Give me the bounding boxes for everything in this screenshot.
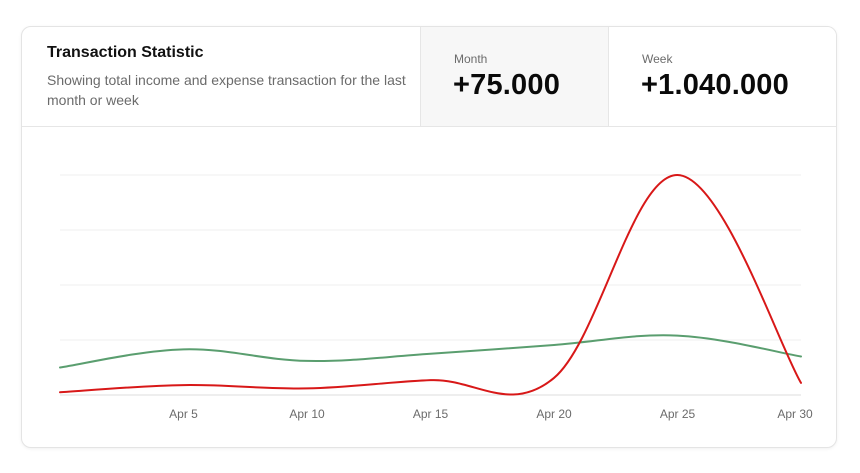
title-block: Transaction Statistic Showing total inco… xyxy=(47,44,407,110)
card-header: Transaction Statistic Showing total inco… xyxy=(22,27,836,127)
x-tick-label: Apr 5 xyxy=(169,407,198,421)
stat-week[interactable]: Week +1.040.000 xyxy=(608,27,836,126)
stat-week-value: +1.040.000 xyxy=(641,69,789,101)
card-title: Transaction Statistic xyxy=(47,44,204,61)
x-tick-label: Apr 10 xyxy=(289,407,325,421)
card-subtitle: Showing total income and expense transac… xyxy=(47,72,406,108)
x-tick-label: Apr 20 xyxy=(536,407,572,421)
transaction-statistic-card: Transaction Statistic Showing total inco… xyxy=(21,26,837,448)
series-layer xyxy=(59,173,802,396)
stat-month-value: +75.000 xyxy=(453,69,561,101)
x-tick-label: Apr 30 xyxy=(777,407,813,421)
stat-month[interactable]: Month +75.000 xyxy=(420,27,608,126)
series-line-red xyxy=(59,173,802,396)
tick-layer: Apr 5 Apr 10 Apr 15 Apr 20 Apr 25 Apr 30 xyxy=(169,407,813,421)
line-chart: Apr 5 Apr 10 Apr 15 Apr 20 Apr 25 Apr 30 xyxy=(59,173,813,421)
grid-layer xyxy=(60,174,801,396)
x-tick-label: Apr 25 xyxy=(660,407,696,421)
stat-month-label: Month xyxy=(454,52,488,66)
series-line-green xyxy=(59,334,802,369)
stat-week-label: Week xyxy=(642,52,673,66)
x-tick-label: Apr 15 xyxy=(413,407,449,421)
